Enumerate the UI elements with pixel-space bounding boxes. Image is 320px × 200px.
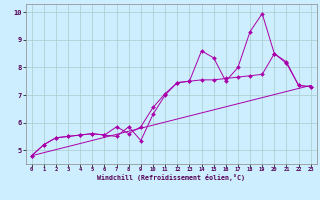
X-axis label: Windchill (Refroidissement éolien,°C): Windchill (Refroidissement éolien,°C) [97, 174, 245, 181]
